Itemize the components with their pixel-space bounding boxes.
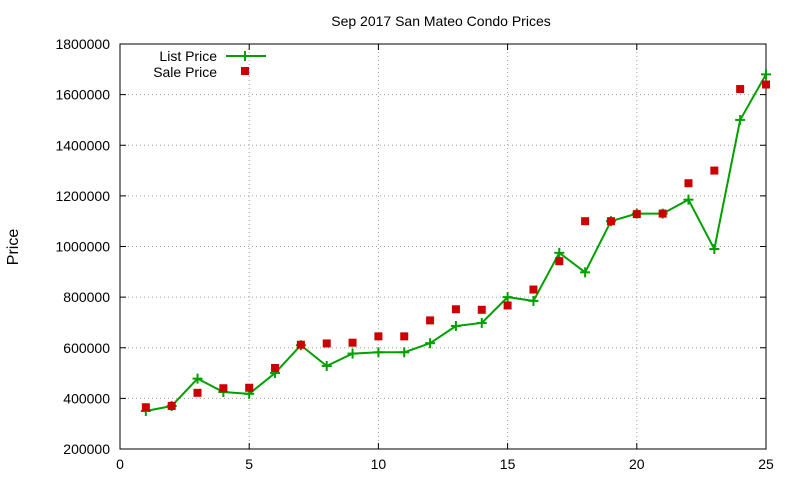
axis-ticks: 0 5 10 15 20 25 200000 400000 600000 800000 100000… [55, 36, 774, 472]
x-tick-label: 15 [500, 456, 516, 472]
data-point-sale-price [348, 338, 357, 347]
data-point-sale-price [658, 209, 667, 218]
data-point-list-price [347, 348, 358, 359]
data-point-sale-price [529, 285, 538, 294]
series-sale-price [141, 80, 770, 412]
data-point-sale-price [245, 383, 254, 392]
data-point-sale-price [219, 384, 228, 393]
data-point-list-price [425, 338, 436, 349]
data-point-list-price [580, 267, 591, 278]
data-point-list-price [476, 317, 487, 328]
data-point-sale-price [400, 332, 409, 341]
data-point-sale-price [684, 179, 693, 188]
legend-marker-list-price [240, 51, 250, 61]
y-tick-label: 1000000 [55, 239, 110, 255]
chart-title: Sep 2017 San Mateo Condo Prices [331, 13, 550, 29]
legend-label-list-price: List Price [159, 48, 217, 64]
data-point-list-price [683, 194, 694, 205]
data-point-list-price [373, 347, 384, 358]
x-tick-label: 25 [758, 456, 774, 472]
series-list-price [140, 69, 771, 417]
y-tick-label: 1200000 [55, 188, 110, 204]
x-tick-label: 0 [116, 456, 124, 472]
data-point-list-price [502, 292, 513, 303]
data-point-sale-price [555, 257, 564, 266]
data-point-list-price [321, 360, 332, 371]
y-tick-label: 1600000 [55, 87, 110, 103]
data-point-sale-price [322, 339, 331, 348]
data-point-sale-price [451, 305, 460, 314]
data-point-sale-price [374, 332, 383, 341]
data-point-sale-price [606, 217, 615, 226]
data-point-list-price [735, 114, 746, 125]
data-point-list-price [399, 347, 410, 358]
y-tick-label: 1400000 [55, 137, 110, 153]
data-point-sale-price [296, 340, 305, 349]
data-point-sale-price [271, 364, 280, 372]
x-tick-label: 20 [629, 456, 645, 472]
y-tick-label: 200000 [63, 441, 110, 457]
data-point-sale-price [762, 80, 770, 89]
data-point-sale-price [193, 388, 202, 397]
y-tick-label: 800000 [63, 289, 110, 305]
data-point-list-price [450, 320, 461, 331]
data-point-list-price [709, 244, 720, 255]
data-point-sale-price [477, 305, 486, 314]
data-point-sale-price [141, 403, 150, 412]
data-point-sale-price [736, 85, 745, 94]
x-tick-label: 5 [245, 456, 253, 472]
x-tick-label: 10 [371, 456, 387, 472]
legend: List Price Sale Price [153, 48, 266, 80]
data-point-sale-price [710, 166, 719, 175]
data-point-list-price [761, 69, 771, 80]
y-tick-label: 400000 [63, 390, 110, 406]
data-point-list-price [554, 247, 565, 258]
data-point-sale-price [632, 210, 641, 219]
legend-marker-sale-price [241, 67, 249, 75]
series-layer [140, 69, 771, 417]
data-point-list-price [528, 295, 539, 306]
data-point-sale-price [581, 217, 590, 226]
data-point-sale-price [426, 316, 435, 325]
y-tick-label: 1800000 [55, 36, 110, 52]
data-point-sale-price [167, 401, 176, 410]
series-line-list-price [145, 73, 767, 413]
y-axis-label: Price [5, 229, 22, 266]
data-point-list-price [192, 373, 203, 384]
legend-label-sale-price: Sale Price [153, 64, 217, 80]
y-tick-label: 600000 [63, 340, 110, 356]
data-point-sale-price [503, 301, 512, 310]
